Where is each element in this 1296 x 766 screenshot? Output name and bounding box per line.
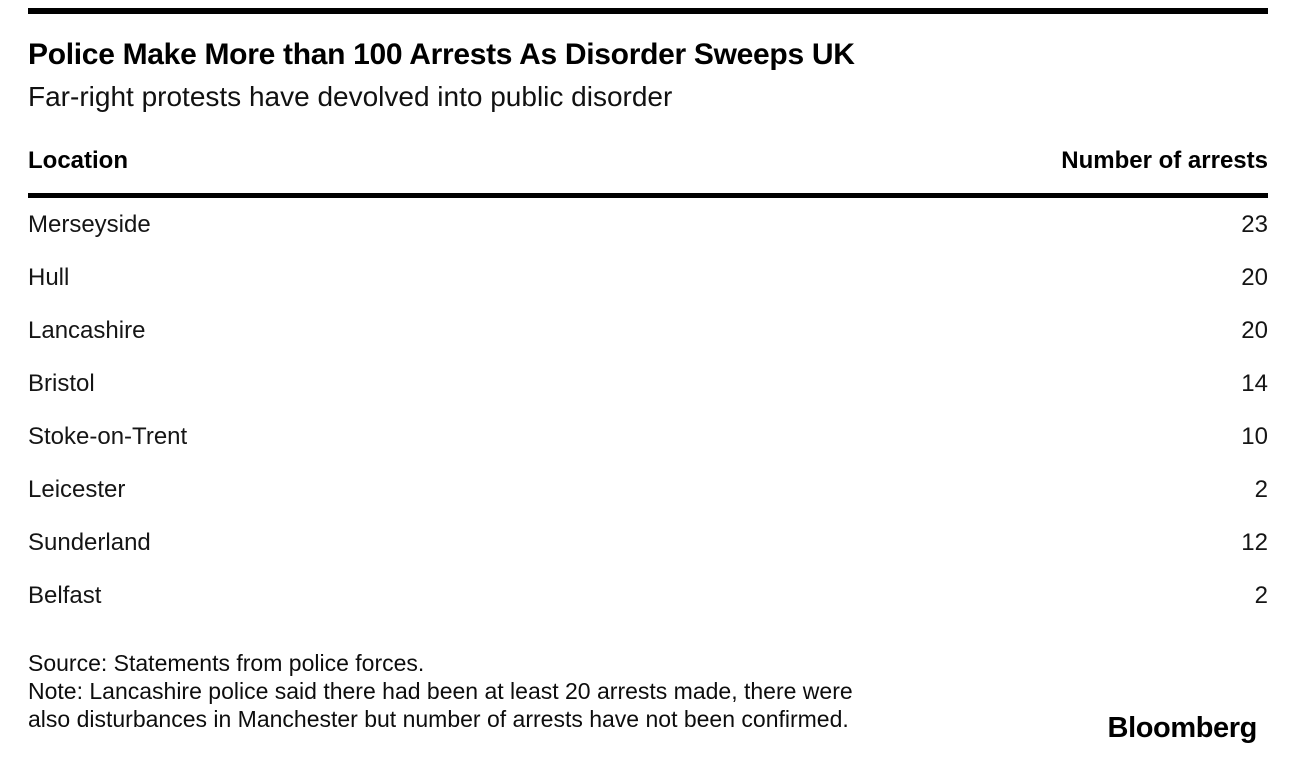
arrests-cell: 20 [1241, 316, 1268, 344]
arrests-cell: 2 [1254, 475, 1268, 503]
table-row: Hull 20 [28, 251, 1268, 304]
table-row: Stoke-on-Trent 10 [28, 410, 1268, 463]
location-cell: Stoke-on-Trent [28, 422, 188, 450]
table-row: Bristol 14 [28, 357, 1268, 410]
table-row: Leicester 2 [28, 463, 1268, 516]
location-cell: Merseyside [28, 210, 151, 238]
location-cell: Sunderland [28, 528, 151, 556]
location-cell: Leicester [28, 475, 126, 503]
source-line: Source: Statements from police forces. [28, 650, 425, 676]
chart-title: Police Make More than 100 Arrests As Dis… [28, 38, 855, 71]
arrests-cell: 14 [1241, 369, 1268, 397]
location-cell: Bristol [28, 369, 95, 397]
note-line: also disturbances in Manchester but numb… [28, 706, 849, 732]
location-cell: Lancashire [28, 316, 146, 344]
chart-footer: Source: Statements from police forces. N… [28, 649, 1038, 733]
arrests-cell: 20 [1241, 263, 1268, 291]
table-row: Belfast 2 [28, 569, 1268, 622]
arrests-cell: 10 [1241, 422, 1268, 450]
chart-container: Police Make More than 100 Arrests As Dis… [0, 8, 1296, 766]
table-header: Location Number of arrests [28, 147, 1268, 175]
table-row: Lancashire 20 [28, 304, 1268, 357]
chart-subtitle: Far-right protests have devolved into pu… [28, 81, 673, 112]
table-row: Sunderland 12 [28, 516, 1268, 569]
location-cell: Belfast [28, 581, 102, 609]
header-rule [28, 193, 1268, 198]
arrests-cell: 2 [1254, 581, 1268, 609]
column-header-arrests: Number of arrests [1061, 147, 1268, 174]
column-header-location: Location [28, 147, 128, 174]
table-row: Merseyside 23 [28, 198, 1268, 251]
arrests-cell: 23 [1241, 210, 1268, 238]
note-line: Note: Lancashire police said there had b… [28, 678, 853, 704]
location-cell: Hull [28, 263, 70, 291]
top-accent-bar [28, 8, 1268, 14]
arrests-cell: 12 [1241, 528, 1268, 556]
table-body: Merseyside 23 Hull 20 Lancashire 20 Bris… [28, 198, 1268, 622]
bloomberg-logo: Bloomberg [1107, 712, 1258, 744]
